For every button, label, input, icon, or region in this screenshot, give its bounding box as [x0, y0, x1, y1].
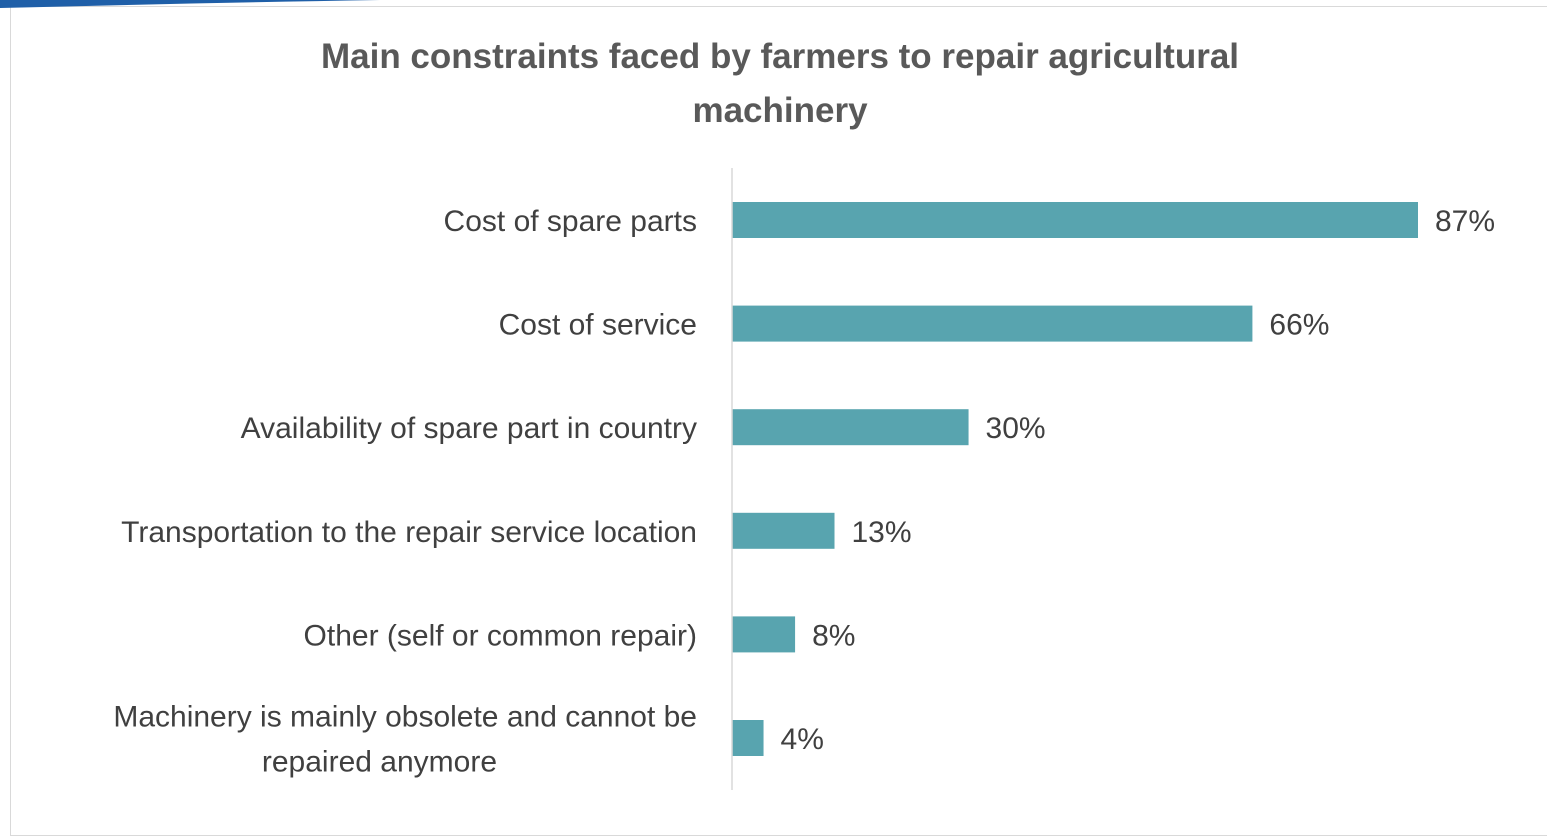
category-label-line: Cost of spare parts [444, 205, 697, 238]
bar-4 [732, 512, 835, 549]
category-label-line: Transportation to the repair service loc… [121, 516, 697, 549]
chart-title: Main constraints faced by farmers to rep… [320, 37, 1240, 130]
category-label-line: Machinery is mainly obsolete and cannot … [113, 701, 697, 734]
data-label-6: 4% [781, 723, 824, 756]
category-label-1: Cost of spare parts [444, 205, 697, 238]
category-label-line: Other (self or common repair) [304, 619, 697, 652]
bar-5 [732, 616, 796, 653]
bar-3 [732, 409, 969, 446]
bar-1 [732, 202, 1418, 238]
category-label-4: Transportation to the repair service loc… [121, 516, 697, 549]
data-label-2: 66% [1269, 309, 1329, 342]
category-label-6: Machinery is mainly obsolete and cannot … [113, 701, 697, 779]
corner-accent [0, 0, 380, 8]
bar-2 [732, 305, 1253, 342]
data-label-1: 87% [1435, 205, 1495, 238]
category-label-3: Availability of spare part in country [241, 412, 697, 445]
bar-6 [732, 720, 764, 756]
data-label-4: 13% [852, 516, 912, 549]
category-label-5: Other (self or common repair) [304, 619, 697, 652]
category-label-2: Cost of service [499, 309, 697, 342]
bars-layer: 87% Cost of spare parts 66% Cost of service… [113, 202, 1495, 779]
category-label-line: Availability of spare part in country [241, 412, 697, 445]
data-label-3: 30% [986, 412, 1046, 445]
category-label-line: Cost of service [499, 309, 697, 342]
bar-chart-plot: 87% Cost of spare parts 66% Cost of service… [113, 168, 1495, 790]
category-label-line: repaired anymore [262, 746, 497, 779]
data-label-5: 8% [812, 619, 855, 652]
